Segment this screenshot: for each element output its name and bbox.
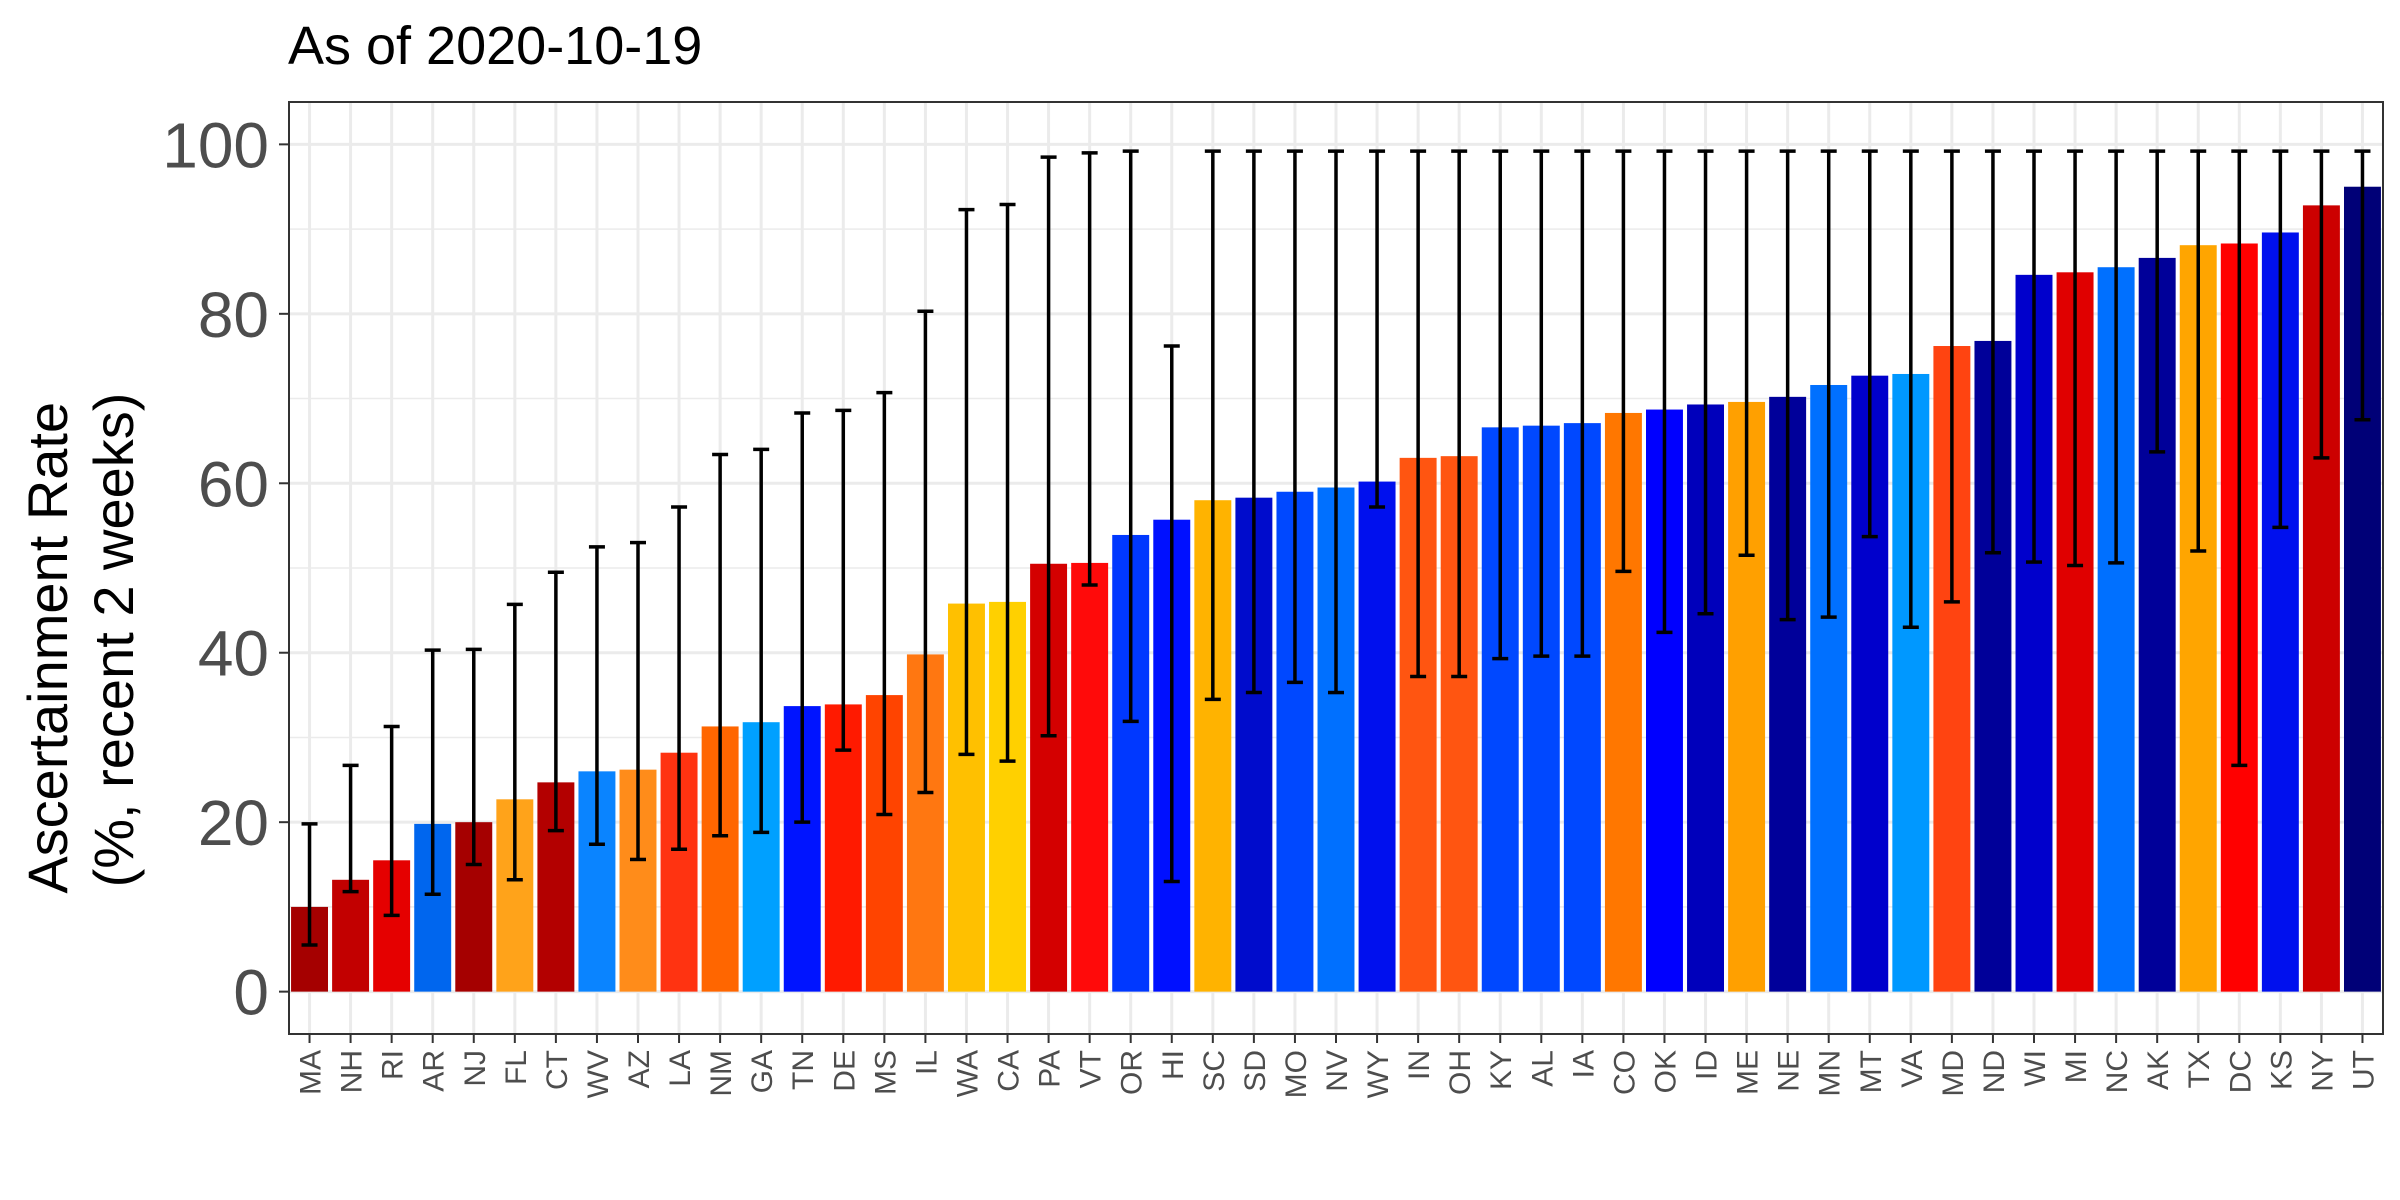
bar-vt [1071, 562, 1109, 992]
x-tick-label-sd: SD [1239, 1050, 1272, 1092]
x-tick-label-ga: GA [746, 1050, 779, 1093]
x-tick-label-ok: OK [1649, 1050, 1682, 1093]
x-tick-label-ma: MA [295, 1050, 328, 1095]
x-tick-label-ca: CA [993, 1050, 1026, 1092]
x-tick-label-mt: MT [1855, 1050, 1888, 1093]
x-tick-label-or: OR [1116, 1050, 1149, 1095]
bar-nh [332, 879, 370, 992]
y-tick-label: 0 [233, 957, 269, 1029]
x-tick-label-ak: AK [2142, 1050, 2175, 1090]
x-tick-label-md: MD [1937, 1050, 1970, 1097]
x-tick-label-in: IN [1403, 1050, 1436, 1080]
chart-title: As of 2020-10-19 [288, 16, 702, 76]
x-tick-label-va: VA [1896, 1050, 1929, 1088]
x-tick-label-vt: VT [1075, 1050, 1108, 1088]
bar-de [824, 704, 862, 992]
x-tick-label-ar: AR [418, 1050, 451, 1092]
x-tick-label-al: AL [1526, 1050, 1559, 1087]
x-tick-label-tx: TX [2183, 1050, 2216, 1088]
x-tick-label-mi: MI [2060, 1050, 2093, 1083]
x-tick-label-oh: OH [1444, 1050, 1477, 1095]
x-tick-label-co: CO [1608, 1050, 1641, 1095]
error-bars [301, 149, 2371, 947]
x-tick-label-hi: HI [1157, 1050, 1190, 1080]
x-tick-label-ky: KY [1485, 1050, 1518, 1090]
x-tick-label-wv: WV [582, 1050, 615, 1098]
x-tick-label-sc: SC [1198, 1050, 1231, 1092]
x-tick-label-nj: NJ [459, 1050, 492, 1087]
x-tick-label-nc: NC [2101, 1050, 2134, 1093]
x-tick-label-nd: ND [1978, 1050, 2011, 1093]
y-tick-label: 40 [198, 618, 269, 690]
x-tick-label-tn: TN [787, 1050, 820, 1090]
x-tick-label-ri: RI [377, 1050, 410, 1080]
x-tick-label-il: IL [910, 1050, 943, 1075]
x-tick-label-id: ID [1691, 1050, 1724, 1080]
y-tick-label: 100 [162, 109, 269, 181]
x-tick-label-mo: MO [1280, 1050, 1313, 1098]
x-tick-label-ut: UT [2347, 1050, 2380, 1090]
x-tick-label-ia: IA [1567, 1050, 1600, 1078]
y-tick-label: 80 [198, 279, 269, 351]
x-tick-label-az: AZ [623, 1050, 656, 1088]
x-tick-label-pa: PA [1034, 1050, 1067, 1088]
x-tick-label-wa: WA [951, 1050, 984, 1097]
x-tick-label-ks: KS [2265, 1050, 2298, 1090]
y-axis-label-line-2: (%, recent 2 weeks) [82, 393, 145, 888]
x-tick-label-ne: NE [1773, 1050, 1806, 1092]
x-tick-label-dc: DC [2224, 1050, 2257, 1093]
x-tick-label-nv: NV [1321, 1050, 1354, 1092]
x-axis-ticks: MA NH RI AR NJ FL CT WV AZ LA NM GA TN DE MS IL WA CA PA VT… [295, 1034, 2380, 1098]
y-axis-label-line-1: Ascertainment Rate [16, 402, 79, 894]
x-tick-label-ct: CT [541, 1050, 574, 1090]
x-tick-label-nh: NH [336, 1050, 369, 1093]
x-tick-label-me: ME [1732, 1050, 1765, 1095]
x-tick-label-nm: NM [705, 1050, 738, 1097]
x-tick-label-wi: WI [2019, 1050, 2052, 1087]
y-tick-label: 20 [198, 787, 269, 859]
x-tick-label-ms: MS [869, 1050, 902, 1095]
x-tick-label-de: DE [828, 1050, 861, 1092]
y-tick-label: 60 [198, 448, 269, 520]
x-tick-label-mn: MN [1814, 1050, 1847, 1097]
x-tick-label-wy: WY [1362, 1050, 1395, 1098]
x-tick-label-ny: NY [2306, 1050, 2339, 1092]
y-axis-ticks: 0 20 40 60 80 100 [162, 109, 289, 1029]
x-tick-label-la: LA [664, 1050, 697, 1087]
x-tick-label-fl: FL [500, 1050, 533, 1085]
bar-wy [1358, 481, 1396, 992]
y-axis-label: Ascertainment Rate (%, recent 2 weeks) [16, 386, 145, 893]
